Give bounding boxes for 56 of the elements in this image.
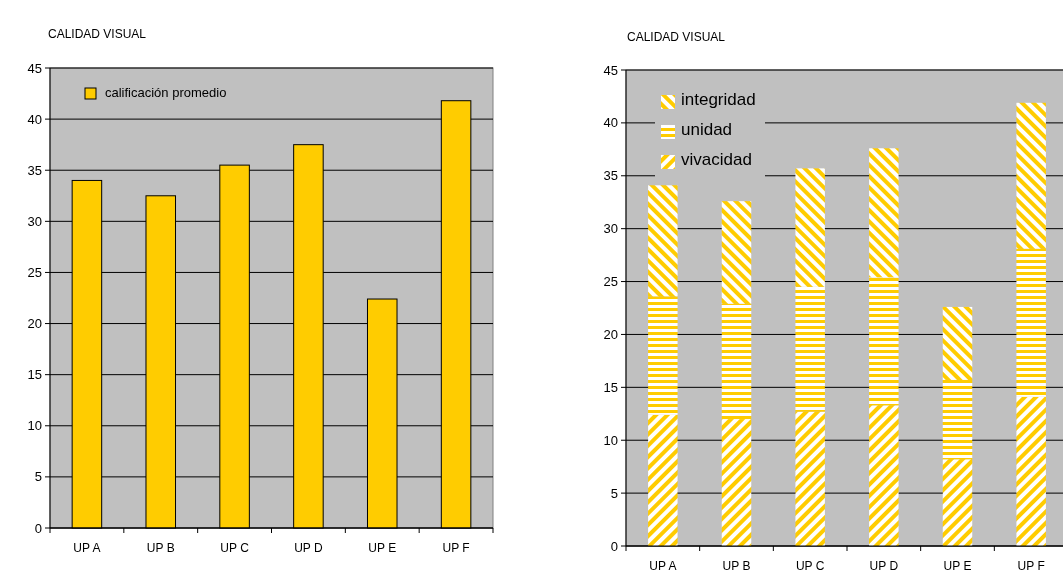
x-tick-label: UP F: [1017, 559, 1045, 572]
bar: [1016, 248, 1046, 397]
chart-title: CALIDAD VISUAL: [627, 30, 726, 44]
bar: [648, 414, 678, 546]
y-tick-label: 20: [27, 316, 42, 332]
y-tick-label: 10: [603, 432, 618, 448]
bar: [942, 306, 973, 380]
y-tick-label: 15: [27, 367, 42, 383]
bar: [942, 459, 973, 546]
y-tick-label: 10: [27, 418, 42, 434]
x-tick-label: UP A: [649, 559, 677, 572]
legend-label: integridad: [681, 89, 756, 109]
y-tick-label: 25: [603, 274, 618, 290]
y-tick-label: 40: [603, 115, 618, 131]
bar: [869, 277, 899, 406]
x-tick-label: UP B: [146, 541, 175, 555]
bar: [795, 411, 825, 546]
x-tick-label: UP C: [220, 541, 250, 555]
x-tick-label: UP E: [368, 541, 397, 555]
y-tick-label: 30: [27, 213, 42, 229]
y-tick-label: 45: [27, 60, 42, 76]
x-tick-label: UP B: [722, 559, 751, 572]
bar: [1016, 396, 1046, 546]
x-tick-label: UP F: [442, 541, 470, 555]
y-tick-label: 0: [610, 538, 618, 554]
y-tick-label: 20: [603, 326, 618, 342]
bar: [1016, 102, 1046, 249]
bar: [795, 286, 825, 412]
bar: [869, 405, 899, 546]
x-tick-label: UP E: [943, 559, 972, 572]
y-tick-label: 5: [610, 485, 618, 501]
y-tick-label: 0: [34, 520, 42, 536]
y-tick-label: 25: [27, 264, 42, 280]
x-tick-label: UP A: [73, 541, 101, 555]
x-tick-label: UP D: [869, 559, 899, 572]
x-tick-label: UP C: [795, 559, 825, 572]
y-tick-label: 5: [34, 469, 42, 485]
x-tick-label: UP D: [294, 541, 323, 555]
legend-label: unidad: [681, 119, 733, 139]
bar: [721, 303, 752, 420]
legend-label: calificación promedio: [105, 85, 227, 101]
bar: [795, 168, 825, 287]
bar: [942, 379, 973, 460]
y-tick-label: 15: [603, 379, 618, 395]
y-tick-label: 45: [603, 62, 618, 78]
y-tick-label: 35: [603, 168, 618, 184]
bar: [648, 185, 678, 297]
y-tick-label: 30: [603, 221, 618, 237]
y-tick-label: 40: [27, 111, 42, 127]
bar: [869, 148, 899, 278]
legend-label: vivacidad: [681, 149, 752, 169]
chart-title: CALIDAD VISUAL: [48, 27, 147, 41]
bar: [648, 296, 678, 415]
y-tick-label: 35: [27, 162, 42, 178]
bar: [721, 201, 752, 304]
bar: [721, 419, 752, 546]
